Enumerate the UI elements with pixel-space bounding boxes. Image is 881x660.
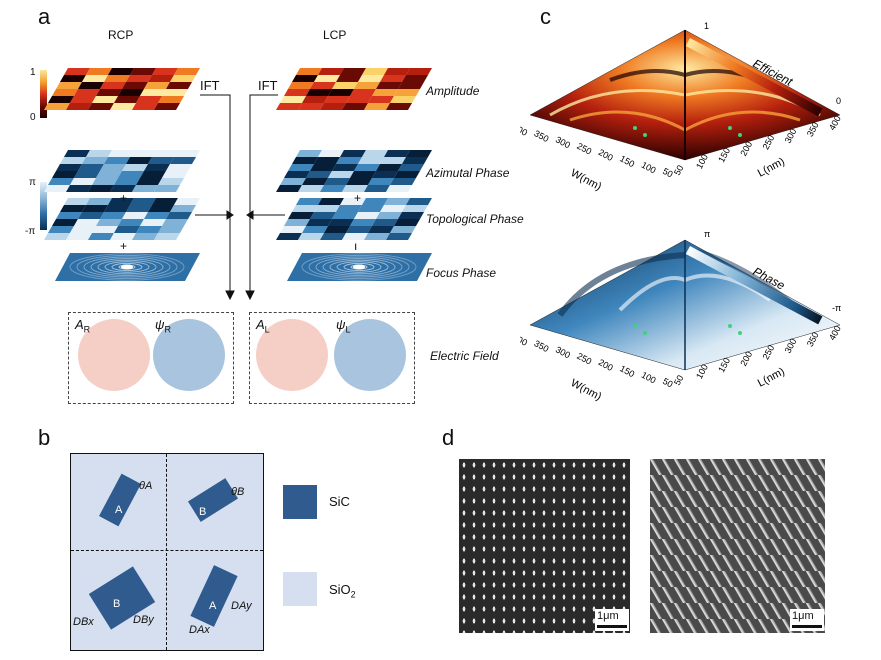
phase-colorbar: [685, 246, 823, 325]
dim-label-day: DAy: [231, 600, 252, 612]
w-tick-top-2: 300: [554, 135, 572, 151]
topological-phase-map-lcp: [276, 198, 432, 240]
efficiency-surface: [529, 29, 841, 161]
w-tick-bottom-1: 350: [532, 338, 550, 354]
panel-label-d: d: [442, 425, 455, 450]
scale-bar-line-2: [792, 625, 822, 628]
w-tick-top-6: 100: [640, 160, 658, 176]
unit-cell-grid: A θA B θB B DBx DBy A DAx DAy: [70, 453, 264, 651]
field-phase-label-lcp: ψL: [336, 317, 351, 335]
ift-arrows: [195, 94, 285, 301]
ift-label-lcp: IFT: [258, 78, 278, 93]
pillar-label-a-bottom: A: [209, 600, 217, 612]
sem-image-tilted-view: 1μm: [650, 459, 825, 633]
plus-op-lcp-1: +: [354, 191, 362, 205]
panel-a-layers: [44, 68, 432, 301]
amplitude-map-lcp: [276, 68, 432, 110]
row-label-focus-phase: Focus Phase: [426, 266, 497, 280]
legend-label-sic: SiC: [329, 494, 350, 509]
angle-label-theta-b: θB: [231, 486, 245, 498]
nanopillar-a-top: [99, 473, 141, 527]
w-tick-bottom-5: 150: [618, 363, 636, 379]
l-tick-top-0: 50: [672, 163, 686, 177]
electric-field-rcp-box: AR ψR: [68, 312, 234, 404]
dim-label-dax: DAx: [189, 624, 210, 636]
phase-disc-lcp: [334, 319, 406, 391]
phase-colorbar: [40, 182, 47, 230]
column-header-lcp: LCP: [323, 28, 347, 42]
field-amp-label-lcp: AL: [256, 317, 270, 335]
row-label-amplitude: Amplitude: [426, 84, 480, 98]
l-axis-label-top: L(nm): [756, 156, 787, 180]
amplitude-colorbar: [40, 70, 47, 118]
legend-swatch-sio2: [283, 572, 317, 606]
efficiency-colorbar-max: 1: [704, 21, 709, 31]
w-tick-bottom-3: 250: [575, 351, 593, 367]
plus-op-rcp-1: +: [120, 191, 128, 205]
w-axis-label-bottom: W(nm): [569, 377, 604, 403]
w-tick-top-0: 400: [520, 122, 529, 138]
scale-bar-label-1: 1μm: [597, 610, 619, 622]
legend-swatch-sic: [283, 485, 317, 519]
amplitude-disc-lcp: [256, 319, 328, 391]
phase-colorbar-min: -π: [832, 303, 841, 313]
row-label-topological-phase: Topological Phase: [426, 212, 524, 226]
grid-divider-horizontal: [71, 550, 263, 551]
w-tick-bottom-7: 50: [661, 376, 675, 390]
focus-phase-map-rcp: [55, 253, 200, 281]
nanopillar-b-top: [187, 478, 239, 522]
angle-label-theta-a: θA: [139, 480, 153, 492]
grid-divider-vertical: [166, 454, 167, 650]
scale-bar-line-1: [597, 625, 627, 628]
row-label-azimuthal-phase: Azimutal Phase: [426, 166, 510, 180]
pillar-label-a-top: A: [115, 504, 123, 516]
amplitude-disc-rcp: [78, 319, 150, 391]
bar-op-lcp: ı: [354, 239, 358, 253]
ift-label-rcp: IFT: [200, 78, 220, 93]
panel-label-c: c: [540, 4, 551, 29]
scale-bar-label-2: 1μm: [792, 610, 814, 622]
l-axis-label-bottom: L(nm): [756, 366, 787, 390]
w-tick-bottom-4: 200: [597, 357, 615, 373]
electric-field-lcp-box: AL ψL: [249, 312, 415, 404]
nanopillar-a-bottom: [190, 565, 238, 627]
plus-op-rcp-2: +: [120, 239, 128, 253]
pillar-label-b-top: B: [199, 506, 207, 518]
w-tick-top-3: 250: [575, 141, 593, 157]
field-phase-label-rcp: ψR: [155, 317, 171, 335]
amplitude-map-rcp: [44, 68, 200, 110]
panel-label-a: a: [38, 4, 51, 29]
topological-phase-map-rcp: [44, 198, 200, 240]
phase-disc-rcp: [153, 319, 225, 391]
azimuthal-phase-map-rcp: [44, 150, 200, 192]
azimuthal-phase-map-lcp: [276, 150, 432, 192]
amplitude-scale-max: 1: [30, 67, 36, 78]
dim-label-dby: DBy: [133, 614, 154, 626]
w-tick-top-7: 50: [661, 166, 675, 180]
column-header-rcp: RCP: [108, 28, 134, 42]
focus-phase-map-lcp: [287, 253, 432, 281]
w-tick-bottom-0: 400: [520, 332, 529, 348]
phase-scale-max: π: [29, 177, 36, 188]
w-tick-top-5: 150: [618, 153, 636, 169]
sem-image-top-view: 1μm: [459, 459, 630, 633]
phase-scale-min: -π: [25, 226, 36, 237]
dim-label-dbx: DBx: [73, 616, 94, 628]
legend-label-sio2: SiO2: [329, 582, 356, 600]
pillar-label-b-bottom: B: [113, 598, 121, 610]
w-tick-top-4: 200: [597, 147, 615, 163]
w-tick-bottom-2: 300: [554, 345, 572, 361]
row-label-electric-field: Electric Field: [430, 349, 499, 363]
panel-c-plots: Efficient 1 0 Phase π -π 400 350 300 250 200…: [520, 21, 843, 403]
w-tick-bottom-6: 100: [640, 370, 658, 386]
efficiency-colorbar-min: 0: [836, 96, 841, 106]
w-axis-label-top: W(nm): [569, 167, 604, 193]
panel-label-b: b: [38, 425, 51, 450]
phase-colorbar-max: π: [704, 229, 710, 239]
l-tick-bottom-0: 50: [672, 373, 686, 387]
w-tick-top-1: 350: [532, 128, 550, 144]
field-amp-label-rcp: AR: [75, 317, 91, 335]
efficiency-colorbar: [685, 38, 823, 117]
amplitude-scale-min: 0: [30, 112, 36, 123]
